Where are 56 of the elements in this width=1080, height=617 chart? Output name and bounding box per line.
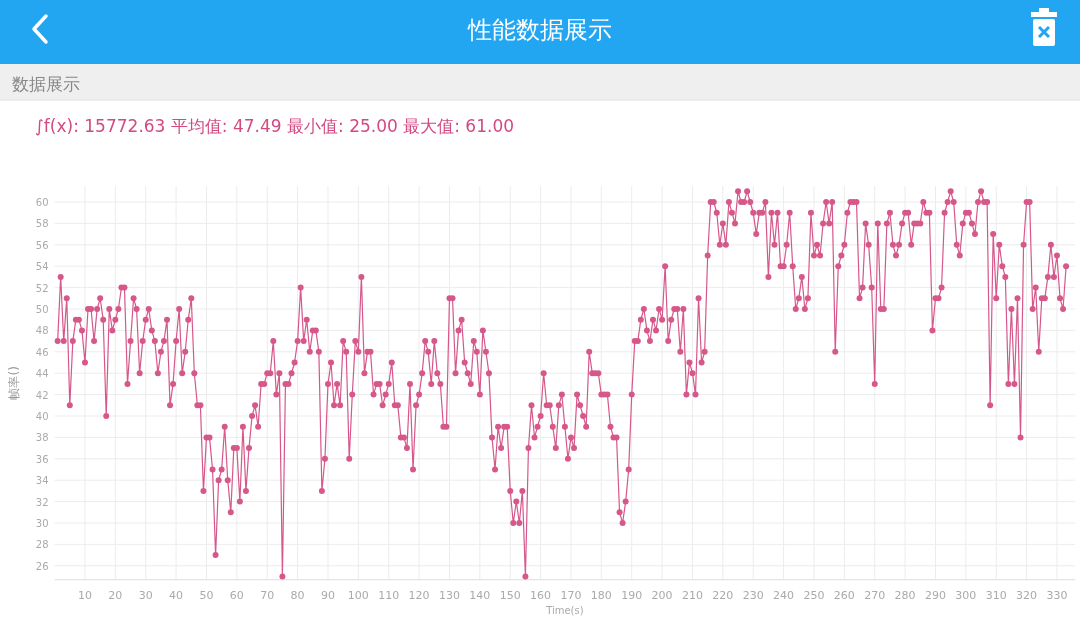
x-axis-title: Time(s) xyxy=(545,604,584,616)
x-tick-label: 130 xyxy=(438,588,460,602)
y-tick-label: 32 xyxy=(35,496,49,508)
x-tick-label: 90 xyxy=(320,588,335,602)
y-tick-label: 56 xyxy=(35,239,49,251)
y-tick-label: 30 xyxy=(35,518,49,529)
x-tick-label: 220 xyxy=(712,588,734,602)
x-tick-label: 310 xyxy=(985,588,1007,602)
x-tick-label: 250 xyxy=(803,588,825,602)
y-tick-label: 44 xyxy=(35,368,49,380)
y-tick-label: 60 xyxy=(35,197,49,208)
x-tick-label: 230 xyxy=(742,588,764,602)
x-tick-label: 270 xyxy=(864,588,886,602)
x-tick-label: 320 xyxy=(1016,588,1038,602)
x-tick-label: 170 xyxy=(560,588,582,602)
x-tick-label: 280 xyxy=(894,588,916,602)
x-tick-label: 210 xyxy=(681,588,703,602)
x-tick-label: 290 xyxy=(924,588,946,602)
y-tick-label: 34 xyxy=(35,475,49,487)
x-tick-label: 60 xyxy=(229,588,244,602)
y-tick-label: 40 xyxy=(35,411,49,422)
y-tick-label: 26 xyxy=(35,560,49,572)
x-tick-label: 120 xyxy=(408,588,430,602)
x-tick-label: 150 xyxy=(499,588,521,602)
x-tick-label: 260 xyxy=(833,588,855,602)
x-tick-label: 140 xyxy=(469,588,491,602)
x-tick-label: 110 xyxy=(378,588,400,602)
x-tick-label: 40 xyxy=(169,588,184,602)
x-tick-label: 70 xyxy=(260,588,275,602)
y-tick-label: 38 xyxy=(35,432,49,444)
x-tick-label: 190 xyxy=(621,588,643,602)
chart-subtitle: 数据展示 xyxy=(12,74,80,94)
y-tick-label: 52 xyxy=(35,282,49,294)
x-tick-label: 180 xyxy=(590,588,612,602)
y-tick-label: 58 xyxy=(35,218,49,230)
x-tick-label: 330 xyxy=(1046,588,1068,602)
y-tick-label: 48 xyxy=(35,325,49,337)
x-tick-label: 50 xyxy=(199,588,214,602)
x-tick-label: 160 xyxy=(530,588,552,602)
y-tick-label: 28 xyxy=(35,539,49,551)
y-tick-label: 50 xyxy=(35,304,49,315)
x-tick-label: 20 xyxy=(108,588,123,602)
x-tick-label: 10 xyxy=(77,588,92,602)
x-tick-label: 300 xyxy=(955,588,977,602)
x-tick-label: 80 xyxy=(290,588,305,602)
y-tick-label: 46 xyxy=(35,346,49,358)
y-axis-title: 帧率() xyxy=(7,366,21,400)
x-tick-label: 100 xyxy=(347,588,369,602)
x-tick-label: 30 xyxy=(138,588,153,602)
x-tick-label: 200 xyxy=(651,588,673,602)
text: ∫f(x): 15772.63 平均值: 47.49 最小值: 25.00 最大值: 61.00 xyxy=(35,116,515,136)
y-tick-label: 42 xyxy=(35,389,49,401)
y-tick-label: 36 xyxy=(35,453,49,465)
x-tick-label: 240 xyxy=(773,588,795,602)
y-tick-label: 54 xyxy=(35,261,49,273)
chart-title: 性能数据展示 xyxy=(467,16,612,44)
